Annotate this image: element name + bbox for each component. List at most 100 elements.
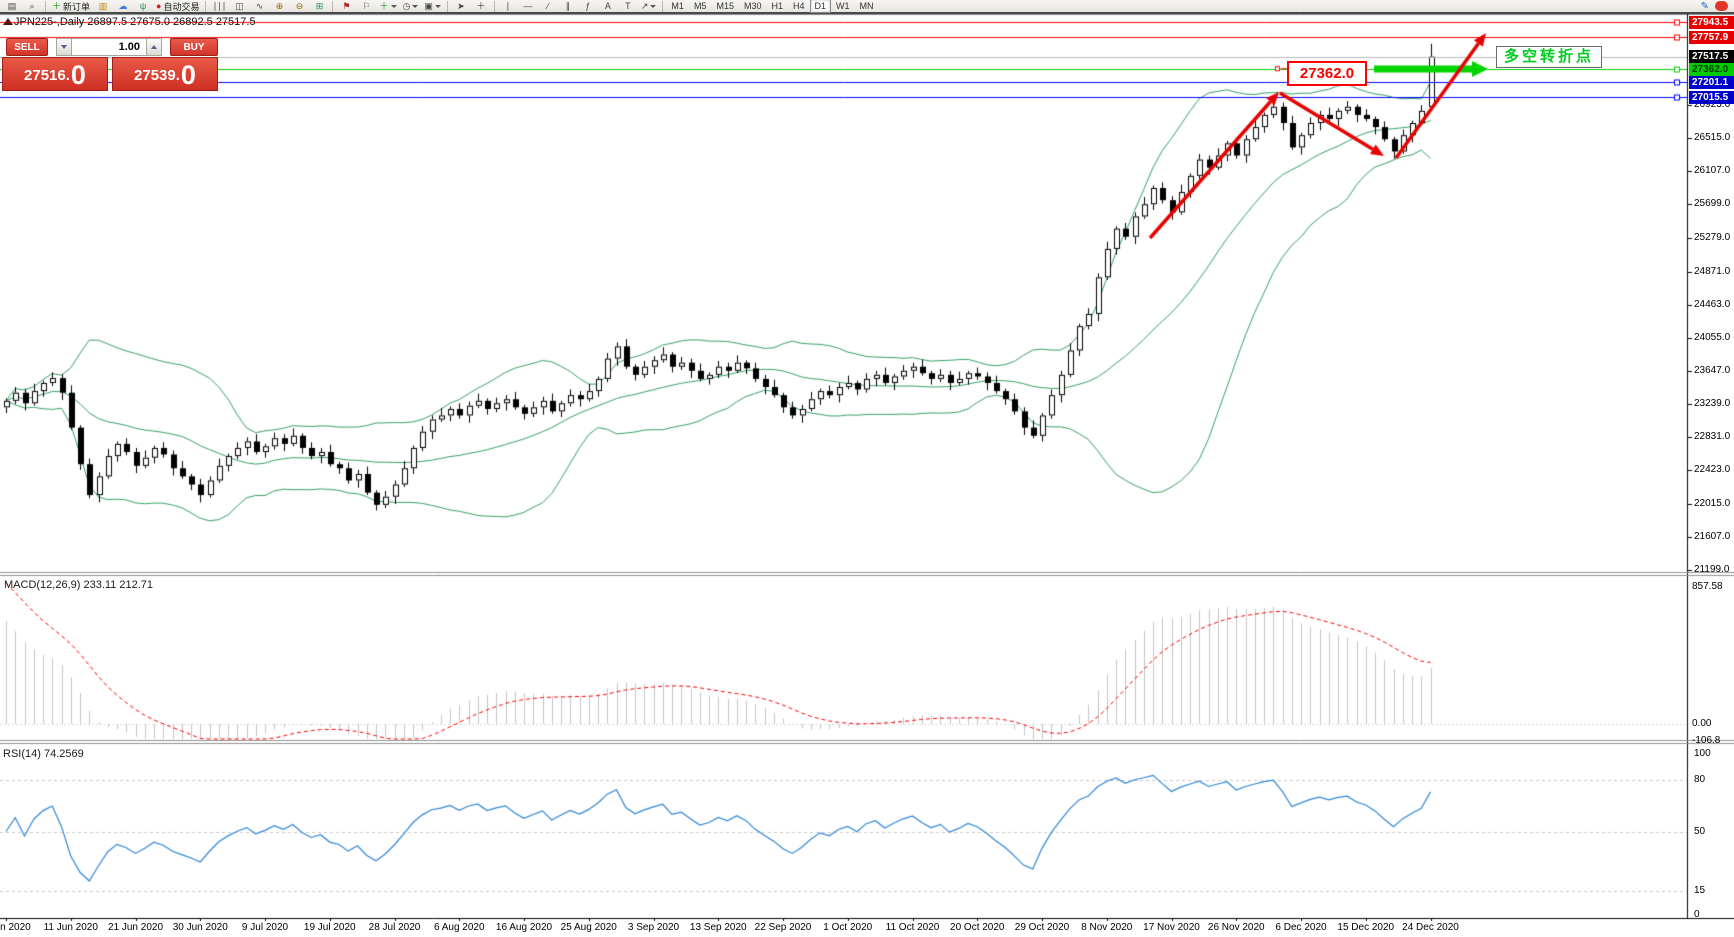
timeframe-h4-button[interactable]: H4 [793, 1, 805, 11]
volume-decrease-button[interactable] [56, 38, 72, 56]
timeframe-m5-button[interactable]: M5 [693, 1, 707, 11]
price-callout-box[interactable]: 27362.0 [1287, 61, 1367, 86]
arrows-tool-icon-glyph: ↗ [640, 1, 649, 11]
date-label: 3 Sep 2020 [627, 922, 680, 933]
timeframe-h1-button[interactable]: H1 [771, 1, 783, 11]
timeframe-m1-button[interactable]: M1 [671, 1, 684, 11]
price-tick-label: 26923.0 [1694, 98, 1731, 110]
text-label-icon[interactable]: T [618, 0, 638, 13]
price-tick-label: 22831.0 [1694, 431, 1731, 443]
dropdown-caret-icon [412, 4, 419, 8]
crosshair-icon-glyph: ＋ [476, 1, 486, 11]
chart-title: JPN225-,Daily 26897.5 27675.0 26892.5 27… [14, 16, 256, 28]
new-order-button[interactable]: ＋新订单 [49, 0, 93, 13]
market-watch-icon[interactable]: ▥ [93, 0, 113, 13]
zoom-in-icon-glyph: ⊕ [275, 1, 284, 11]
date-label: 16 Aug 2020 [495, 922, 553, 933]
zoom-out-icon[interactable]: ⊖ [289, 0, 309, 13]
auto-scroll-icon[interactable]: ⚑ [336, 0, 356, 13]
new-order-button-label: 新订单 [63, 1, 91, 12]
zoom-search-icon[interactable]: ⌕ [22, 0, 42, 13]
date-label: 11 Jun 2020 [43, 922, 98, 933]
new-order-glyph: ＋ [52, 1, 62, 11]
timeframe-w1-button[interactable]: W1 [836, 1, 850, 11]
periods-button[interactable]: ◷ [400, 0, 422, 13]
timeframe-d1-button[interactable]: D1 [809, 0, 832, 13]
macd-pane-label: MACD(12,26,9) 233.11 212.71 [4, 579, 153, 591]
macd-scale-label: -106.8 [1692, 735, 1721, 746]
fibonacci-icon[interactable]: ƒ [578, 0, 598, 13]
horizontal-line-icon-glyph: — [523, 1, 533, 11]
sell-price-display[interactable]: 27516. 0 [2, 57, 108, 91]
rsi-scale-label: 80 [1694, 774, 1706, 786]
cursor-icon[interactable]: ➤ [451, 0, 471, 13]
toolbar-separator [332, 0, 334, 12]
rsi-scale-label: 50 [1694, 825, 1706, 837]
candlestick-chart-icon-glyph: ◫ [235, 1, 244, 11]
spinner-up-icon [151, 45, 157, 49]
price-tag: 27362.0 [1689, 62, 1734, 76]
price-tag: 27015.5 [1689, 90, 1734, 104]
date-label: 19 Jul 2020 [303, 922, 356, 933]
equidistant-channel-icon[interactable]: ∥ [558, 0, 578, 13]
vertical-line-icon-glyph: ∣ [505, 1, 511, 11]
autotrade-button[interactable]: ● 自动交易 [153, 0, 202, 13]
dropdown-caret-icon [434, 4, 441, 8]
chart-shift-icon-glyph: ⚐ [362, 1, 371, 11]
dropdown-caret-icon [650, 4, 657, 8]
price-tick-label: 24463.0 [1694, 298, 1731, 310]
tile-windows-icon-glyph: ⊞ [315, 1, 324, 11]
add-indicator-button[interactable]: ＋ [376, 0, 399, 13]
chart-window-icon[interactable]: ▤ [2, 0, 22, 13]
buy-price-display[interactable]: 27539. 0 [112, 57, 218, 91]
price-tick-label: 24871.0 [1694, 265, 1731, 277]
horizontal-line-icon[interactable]: — [518, 0, 538, 13]
text-icon-glyph: A [604, 1, 611, 11]
buy-button[interactable]: BUY [170, 38, 218, 56]
fibonacci-icon-glyph: ƒ [585, 1, 591, 11]
date-label: 22 Sep 2020 [754, 922, 812, 933]
chart-window-icon-glyph: ▤ [7, 1, 17, 11]
bar-chart-icon[interactable]: ∣∣∣ [209, 0, 229, 13]
toolbar-separator [662, 0, 664, 12]
price-chart-canvas[interactable] [0, 14, 1734, 937]
timeframe-m15-button[interactable]: M15 [716, 1, 734, 11]
zoom-in-icon[interactable]: ⊕ [269, 0, 289, 13]
vertical-line-icon[interactable]: ∣ [498, 0, 518, 13]
zoom-out-icon-glyph: ⊖ [295, 1, 304, 11]
navigator-icon[interactable]: ψ [133, 0, 153, 13]
data-window-icon[interactable]: ☁ [113, 0, 133, 13]
toolbar-separator [446, 0, 448, 12]
date-label: 29 Oct 2020 [1014, 922, 1070, 933]
sell-button[interactable]: SELL [6, 38, 48, 56]
periods-glyph: ◷ [402, 1, 411, 11]
tile-windows-icon[interactable]: ⊞ [309, 0, 329, 13]
chart-shift-icon[interactable]: ⚐ [356, 0, 376, 13]
templates-button[interactable]: ▣ [421, 0, 444, 13]
macd-scale-label: 0.00 [1692, 718, 1712, 729]
crosshair-icon[interactable]: ＋ [471, 0, 491, 13]
candlestick-chart-icon[interactable]: ◫ [229, 0, 249, 13]
price-tick-label: 26107.0 [1694, 165, 1731, 177]
date-label: 20 Oct 2020 [950, 922, 1005, 933]
notification-bubble-icon[interactable] [1715, 1, 1728, 11]
timeframe-m30-button[interactable]: M30 [743, 1, 762, 11]
arrows-tool-icon[interactable]: ↗ [638, 0, 660, 13]
market-watch-icon-glyph: ▥ [98, 1, 108, 11]
annotation-note[interactable]: 多空转折点 [1496, 46, 1603, 68]
one-click-panel-toggle[interactable] [3, 18, 13, 25]
date-label: 24 Dec 2020 [1402, 922, 1459, 933]
volume-input[interactable] [72, 38, 146, 56]
text-icon[interactable]: A [598, 0, 618, 13]
date-label: 11 Oct 2020 [885, 922, 940, 933]
line-chart-icon[interactable]: ∿ [249, 0, 269, 13]
timeframe-mn-button[interactable]: MN [859, 1, 874, 11]
volume-increase-button[interactable] [146, 38, 162, 56]
price-tick-label: 21607.0 [1694, 530, 1731, 542]
chart-window: JPN225-,Daily 26897.5 27675.0 26892.5 27… [0, 14, 1734, 937]
trendline-icon[interactable]: ∕ [538, 0, 558, 13]
pen-icon[interactable]: ✎ [1700, 0, 1709, 12]
price-tick-label: 23647.0 [1694, 365, 1731, 377]
price-tag: 27201.1 [1689, 75, 1734, 89]
rsi-scale-label: 100 [1694, 748, 1711, 759]
